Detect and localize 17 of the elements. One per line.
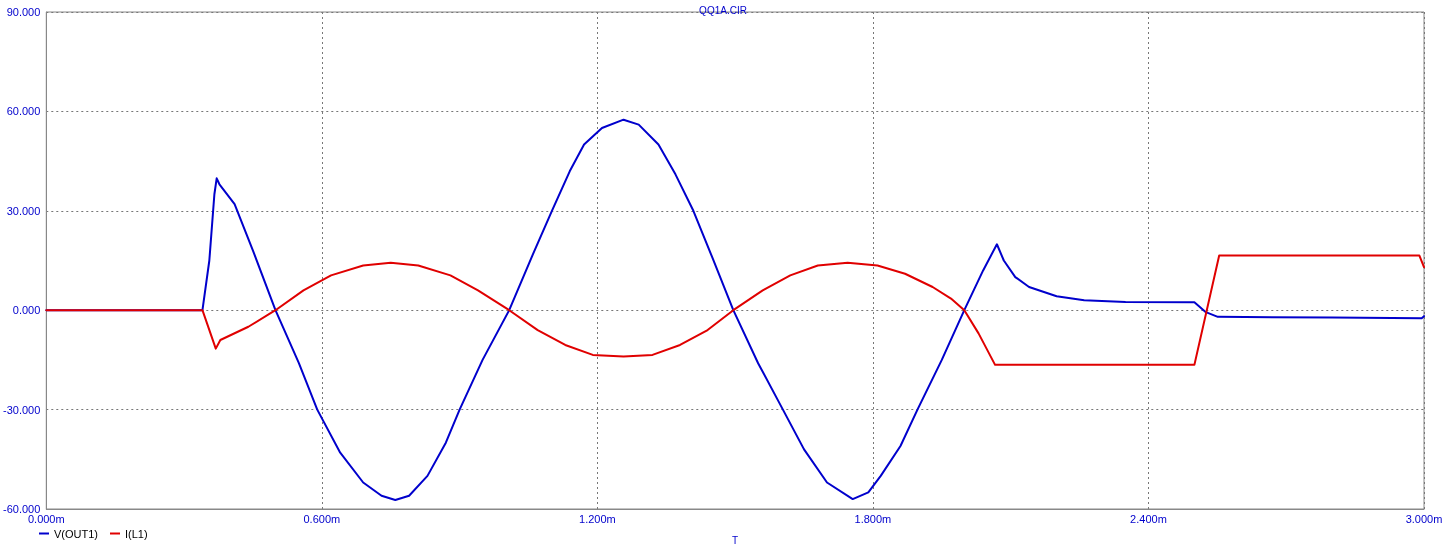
y-tick-label: -60.000 xyxy=(3,503,41,515)
legend-label: V(OUT1) xyxy=(54,527,98,540)
y-tick-label: 90.000 xyxy=(6,6,41,18)
x-tick-label: 0.000m xyxy=(27,512,65,525)
y-tick-label: -30.000 xyxy=(3,403,41,416)
chart-title: QQ1A.CIR xyxy=(699,4,747,16)
x-tick-label: 1.800m xyxy=(854,512,892,525)
legend-label: I(L1) xyxy=(125,527,148,540)
x-tick-label: 0.600m xyxy=(303,512,341,525)
y-tick-label: 0.000 xyxy=(12,304,41,317)
x-tick-label: 3.000m xyxy=(1405,512,1443,525)
x-tick-label: 2.400m xyxy=(1130,512,1167,525)
x-axis-title: T xyxy=(732,534,739,546)
y-tick-label: 30.000 xyxy=(6,204,41,217)
x-tick-label: 1.200m xyxy=(579,512,616,525)
y-tick-label: 60.000 xyxy=(6,105,41,118)
line-series xyxy=(45,254,1425,366)
